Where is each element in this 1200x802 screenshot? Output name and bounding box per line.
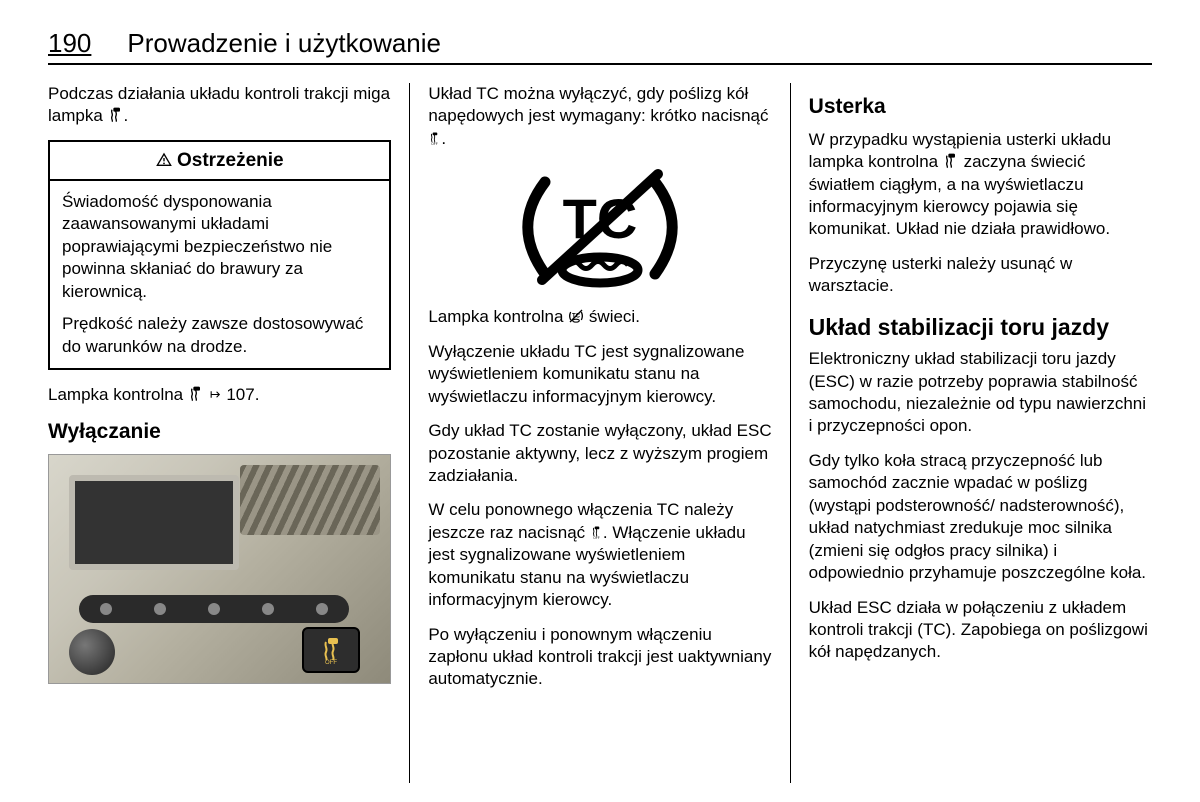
col1-heading-disable: Wyłączanie bbox=[48, 418, 391, 446]
text: . bbox=[124, 106, 129, 125]
dashboard-screen bbox=[69, 475, 239, 570]
column-2: Układ TC można wyłączyć, gdy poślizg kół… bbox=[409, 83, 789, 783]
col3-p1: W przypadku wystąpienia usterki układu l… bbox=[809, 129, 1152, 241]
text: . bbox=[441, 129, 446, 148]
column-3: Usterka W przypadku wystąpienia usterki … bbox=[790, 83, 1152, 783]
dashboard-button-row bbox=[79, 595, 349, 623]
warning-p1: Świadomość dysponowania zaawansowanymi u… bbox=[62, 191, 377, 303]
warning-box: Ostrzeżenie Świadomość dysponowania zaaw… bbox=[48, 140, 391, 370]
col1-intro: Podczas działania układu kontroli trakcj… bbox=[48, 83, 391, 128]
col2-p5: W celu ponownego włączenia TC należy jes… bbox=[428, 499, 771, 611]
warning-title: Ostrzeżenie bbox=[50, 142, 389, 181]
col2-p4: Gdy układ TC zostanie wyłączony, układ E… bbox=[428, 420, 771, 487]
col2-p1: Układ TC można wyłączyć, gdy poślizg kół… bbox=[428, 83, 771, 150]
skid-off-icon bbox=[428, 132, 441, 145]
dashboard-knob bbox=[69, 629, 115, 675]
skid-icon bbox=[943, 153, 959, 169]
col2-p3: Wyłączenie układu TC jest sygnalizowane … bbox=[428, 341, 771, 408]
col2-p2: Lampka kontrolna świeci. bbox=[428, 306, 771, 328]
skid-off-icon bbox=[590, 526, 603, 539]
col3-p3: Elektroniczny układ stabilizacji toru ja… bbox=[809, 348, 1152, 438]
text: Lampka kontrolna bbox=[428, 307, 568, 326]
text: Podczas działania układu kontroli trakcj… bbox=[48, 84, 390, 125]
skid-icon bbox=[188, 386, 204, 402]
content-columns: Podczas działania układu kontroli trakcj… bbox=[48, 83, 1152, 783]
tc-off-symbol: TC bbox=[428, 162, 771, 292]
page-number: 190 bbox=[48, 28, 91, 59]
warning-title-text: Ostrzeżenie bbox=[177, 150, 284, 171]
text: 107. bbox=[222, 385, 260, 404]
col3-p4: Gdy tylko koła stracą przyczepność lub s… bbox=[809, 450, 1152, 585]
col3-p5: Układ ESC działa w połączeniu z układem … bbox=[809, 597, 1152, 664]
svg-text:OFF: OFF bbox=[325, 660, 337, 664]
text: Lampka kontrolna bbox=[48, 385, 188, 404]
col1-lamp-ref: Lampka kontrolna 107. bbox=[48, 384, 391, 406]
text: świeci. bbox=[584, 307, 640, 326]
col3-h3-fault: Usterka bbox=[809, 93, 1152, 121]
chapter-title: Prowadzenie i użytkowanie bbox=[127, 28, 441, 59]
skid-off-icon: OFF bbox=[317, 636, 345, 664]
warning-triangle-icon bbox=[156, 152, 172, 168]
col2-p6: Po wyłączeniu i ponownym włączeniu zapło… bbox=[428, 624, 771, 691]
tc-off-icon bbox=[568, 308, 584, 324]
dashboard-photo: OFF bbox=[48, 454, 391, 684]
col3-h2-esc: Układ stabilizacji toru jazdy bbox=[809, 312, 1152, 342]
col3-p2: Przyczynę usterki należy usunąć w warszt… bbox=[809, 253, 1152, 298]
column-1: Podczas działania układu kontroli trakcj… bbox=[48, 83, 409, 783]
tc-off-button: OFF bbox=[302, 627, 360, 673]
text: Układ TC można wyłączyć, gdy poślizg kół… bbox=[428, 84, 768, 125]
warning-p2: Prędkość należy zawsze dostosowywać do w… bbox=[62, 313, 377, 358]
skid-icon bbox=[108, 107, 124, 123]
warning-body: Świadomość dysponowania zaawansowanymi u… bbox=[50, 181, 389, 368]
page-header: 190 Prowadzenie i użytkowanie bbox=[48, 28, 1152, 65]
reference-arrow-icon bbox=[209, 388, 222, 401]
